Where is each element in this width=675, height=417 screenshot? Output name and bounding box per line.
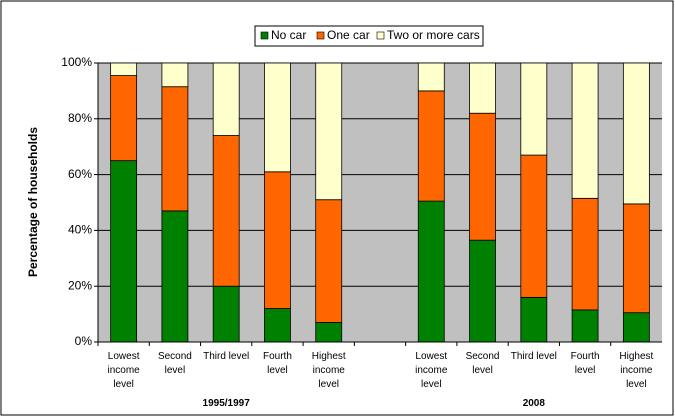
bar-segment [212,62,240,136]
bar-segment [110,75,138,162]
bar-segment [110,62,138,76]
x-tick-label: Lowest income level [107,351,140,390]
x-tick-label: Lowest income level [415,351,448,390]
x-tick-label: Third level [203,351,250,362]
bar-segment [264,62,291,173]
bar-segment [161,86,189,212]
y-tick-label: 80% [68,111,92,125]
x-tick-label: Second level [465,351,500,376]
bar-segment [520,296,548,343]
group-label: 1995/1997 [202,398,250,409]
x-tick-label: Fourth level [570,351,600,376]
legend-box [254,25,484,47]
bar-segment [571,62,599,199]
bar-segment [315,62,343,201]
group-label: 2008 [522,398,545,409]
bar-segment [315,322,343,343]
bar-segment [161,210,189,343]
legend-label: No car [271,28,306,42]
bar-segment [520,62,548,156]
x-tick-label: Third level [510,351,557,362]
bar-segment [110,160,138,343]
legend-swatch [316,31,325,40]
bar-segment [571,197,599,311]
bar-segment [264,171,291,309]
bar-segment [622,203,650,314]
legend-label: Two or more cars [387,28,480,42]
bar-segment [212,135,240,287]
bar-segment [417,62,445,92]
plot-area [98,63,662,342]
x-tick-label: Highest income level [311,351,346,390]
y-axis-label: Percentage of households [26,127,40,277]
bar-segment [417,90,445,202]
bar-segment [469,62,496,114]
bar-segment [571,309,599,343]
legend-label: One car [327,28,370,42]
legend-swatch [260,31,269,40]
y-tick-label: 60% [68,167,92,181]
x-tick-label: Fourth level [263,351,292,376]
x-tick-label: Highest income level [619,351,654,390]
bar-segment [622,312,650,343]
bar-segment [469,112,496,241]
bar-segment [622,62,650,205]
y-tick-label: 0% [75,334,93,348]
x-tick-label: Second level [157,351,192,376]
bar-segment [161,62,189,88]
y-tick-label: 100% [61,55,92,69]
y-tick-label: 40% [68,223,92,237]
y-tick-label: 20% [68,278,92,292]
legend-swatch [376,31,385,40]
bar-segment [520,154,548,298]
bar-segment [315,199,343,323]
bar-segment [469,239,496,343]
bar-segment [212,285,240,343]
bar-segment [264,308,291,343]
bar-segment [417,200,445,343]
